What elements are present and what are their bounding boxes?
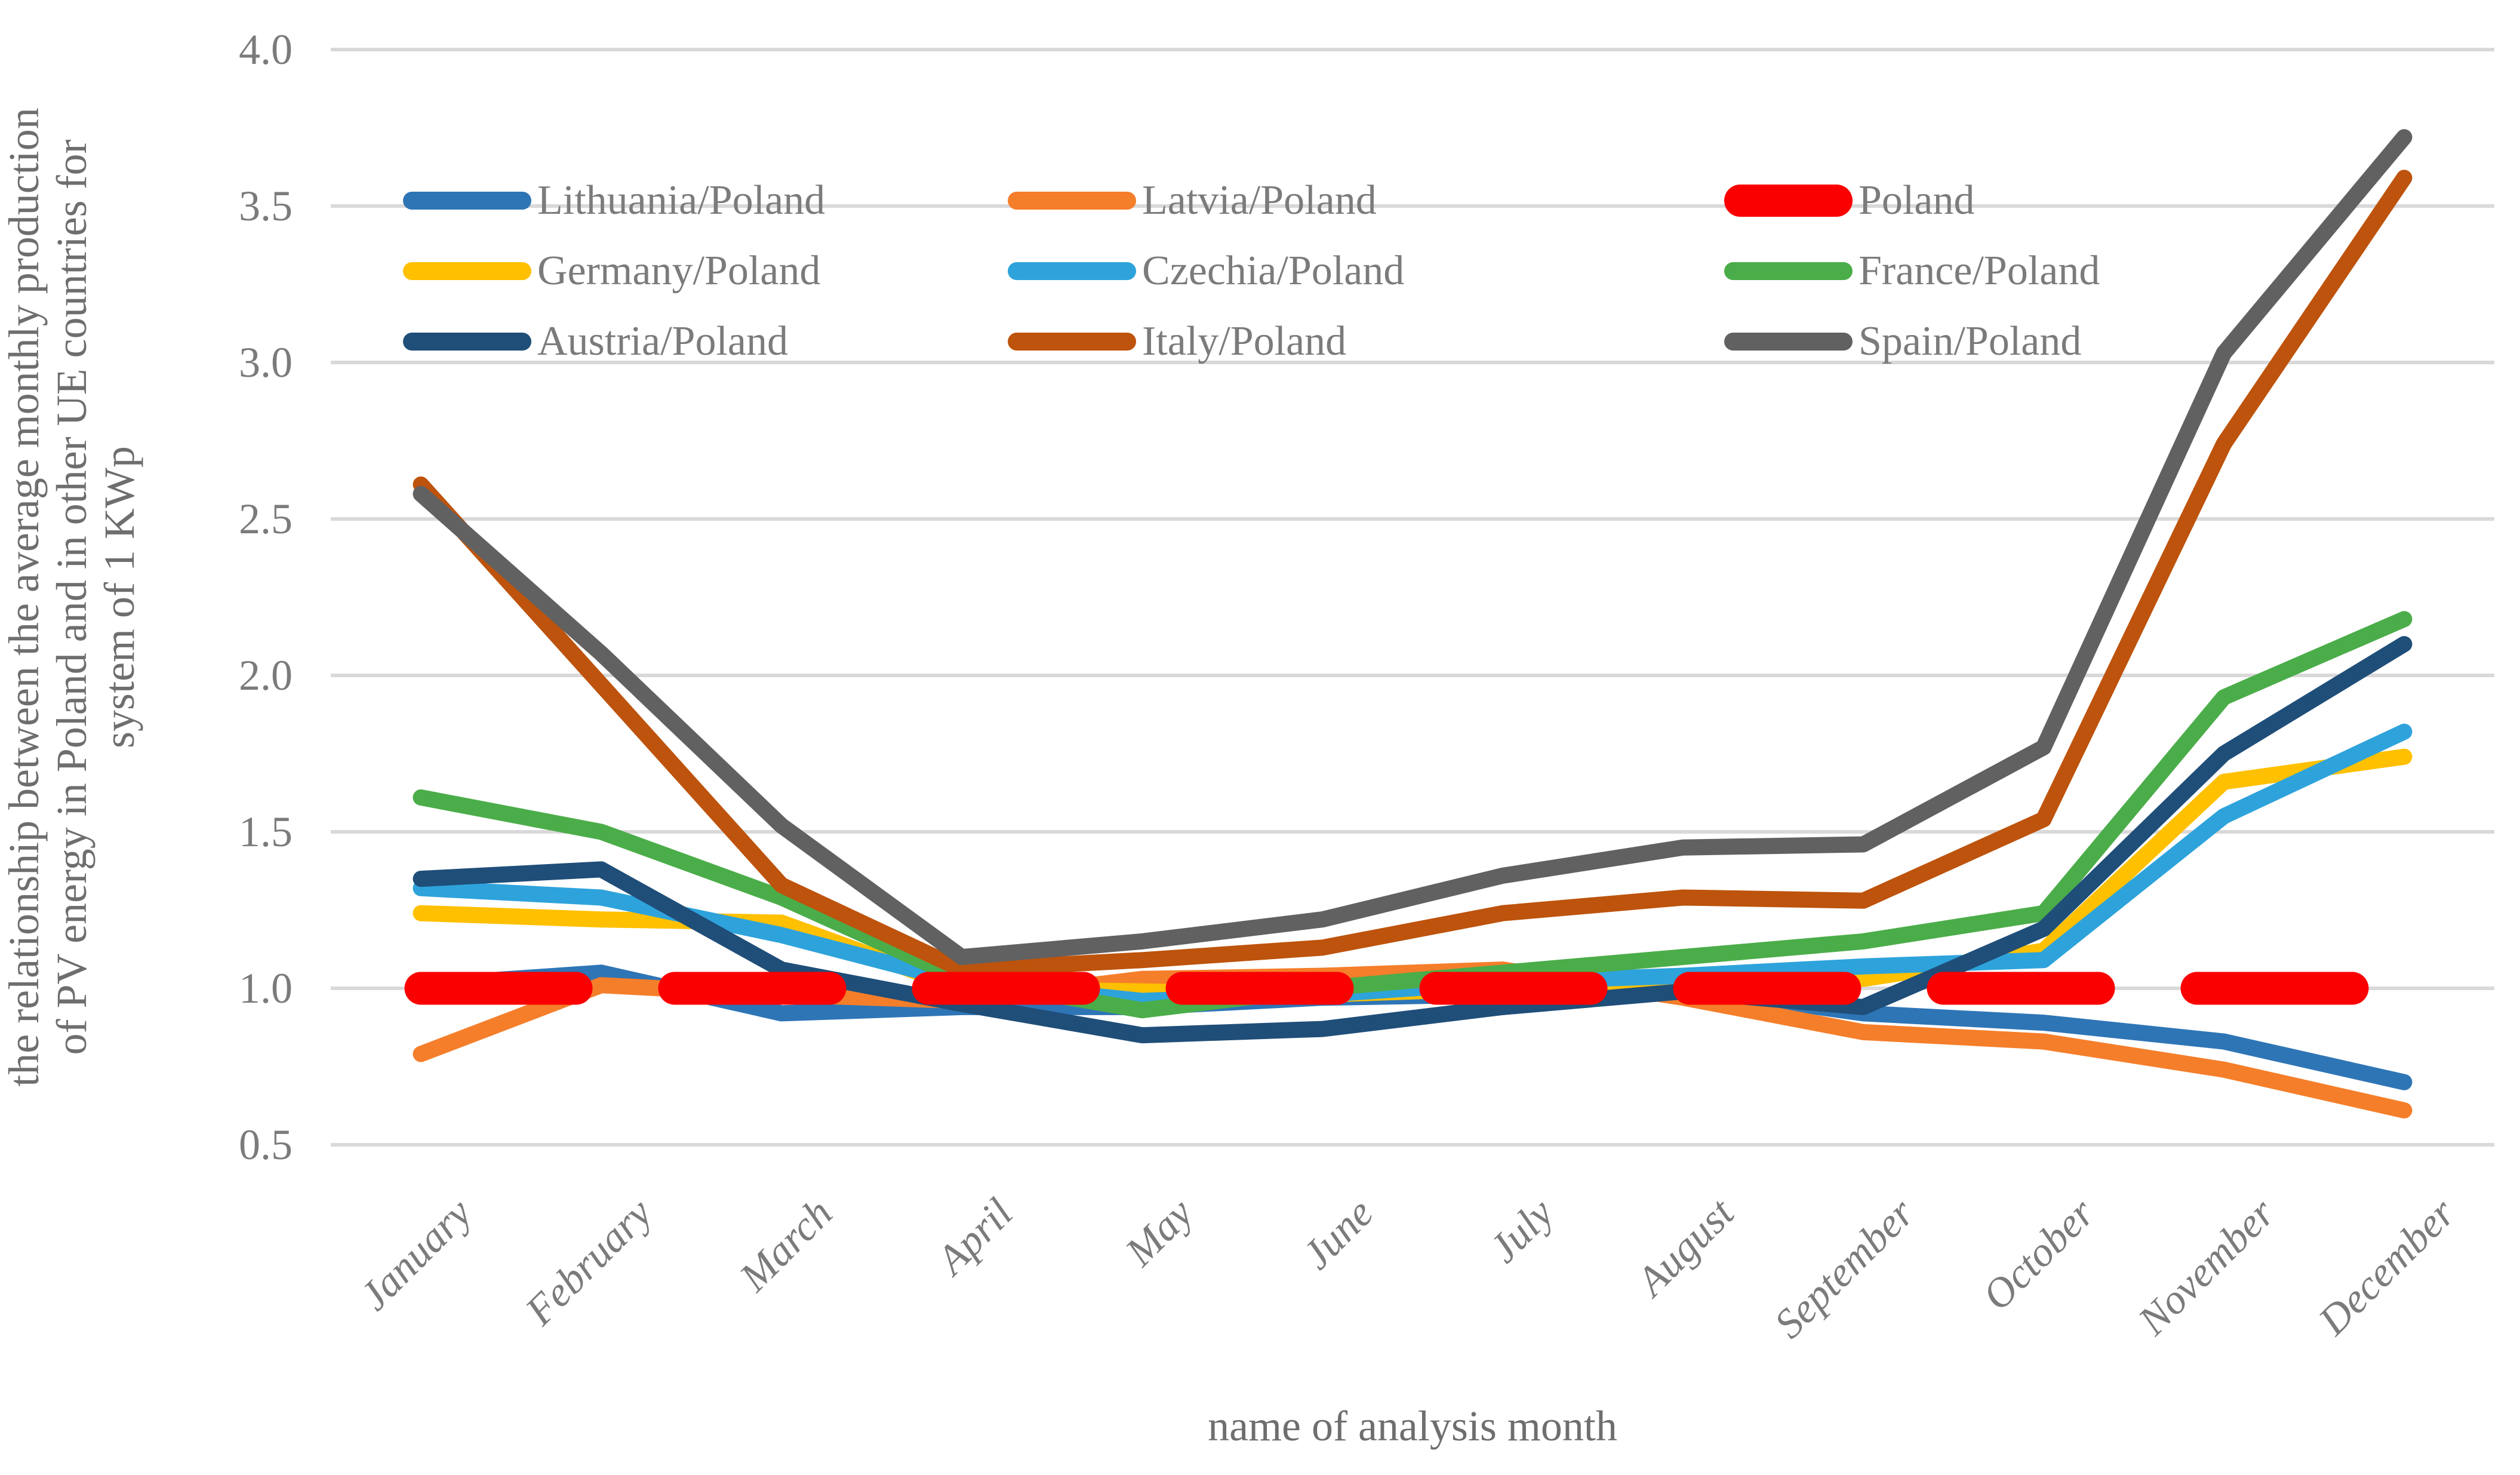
y-axis-title-line-2: of PV energy in Poland and in other UE c… (48, 139, 96, 1055)
y-tick-0.5: 0.5 (239, 1121, 293, 1169)
legend-item-latvia: Latvia/Poland (1008, 177, 1377, 225)
series-line-france-poland (413, 611, 2413, 1019)
y-tick-2.5: 2.5 (239, 495, 293, 543)
y-tick-4.0: 4.0 (239, 26, 293, 73)
legend-item-lithuania: Lithuania/Poland (403, 177, 825, 225)
x-axis-title: name of analysis month (1208, 1402, 1617, 1450)
legend-label: France/Poland (1859, 248, 2100, 294)
legend-label: Germany/Poland (537, 248, 821, 294)
legend-line-sample-icon (1724, 262, 1853, 280)
legend-line-sample-icon (1724, 333, 1853, 351)
legend-line-sample-icon (1724, 185, 1853, 217)
series-line-italy-poland (413, 170, 2413, 978)
y-axis-title-line-1: the relationship between the average mon… (0, 107, 48, 1087)
series-line-austria-poland (413, 636, 2413, 1044)
legend-item-italy: Italy/Poland (1008, 318, 1346, 365)
legend-item-poland: Poland (1724, 177, 1974, 225)
legend-line-sample-icon (403, 192, 531, 210)
y-tick-2.0: 2.0 (239, 652, 293, 699)
y-axis-title: the relationship between the average mon… (0, 30, 143, 1164)
series-line-spain-poland (413, 129, 2413, 966)
y-tick-1.5: 1.5 (239, 808, 293, 856)
legend-line-sample-icon (1008, 262, 1136, 280)
legend-label: Lithuania/Poland (537, 177, 826, 223)
legend-item-germany: Germany/Poland (403, 247, 820, 295)
legend-item-austria: Austria/Poland (403, 318, 788, 365)
legend-item-czechia: Czechia/Poland (1008, 247, 1404, 295)
legend-label: Latvia/Poland (1142, 177, 1377, 223)
legend-label: Poland (1859, 177, 1975, 223)
legend-item-france: France/Poland (1724, 247, 2100, 295)
y-tick-3.0: 3.0 (239, 339, 293, 386)
y-tick-1.0: 1.0 (239, 964, 293, 1012)
legend-line-sample-icon (1008, 333, 1136, 351)
legend-label: Spain/Poland (1859, 318, 2082, 364)
legend-label: Austria/Poland (537, 318, 788, 364)
legend-line-sample-icon (403, 262, 531, 280)
legend-line-sample-icon (403, 333, 531, 351)
legend-label: Italy/Poland (1142, 318, 1347, 364)
y-axis-title-line-3: system of 1 KWp (96, 446, 143, 748)
legend-label: Czechia/Poland (1142, 248, 1405, 294)
legend-line-sample-icon (1008, 192, 1136, 210)
series-lines (404, 129, 2421, 1118)
y-tick-3.5: 3.5 (239, 182, 293, 230)
legend-item-spain: Spain/Poland (1724, 318, 2081, 365)
